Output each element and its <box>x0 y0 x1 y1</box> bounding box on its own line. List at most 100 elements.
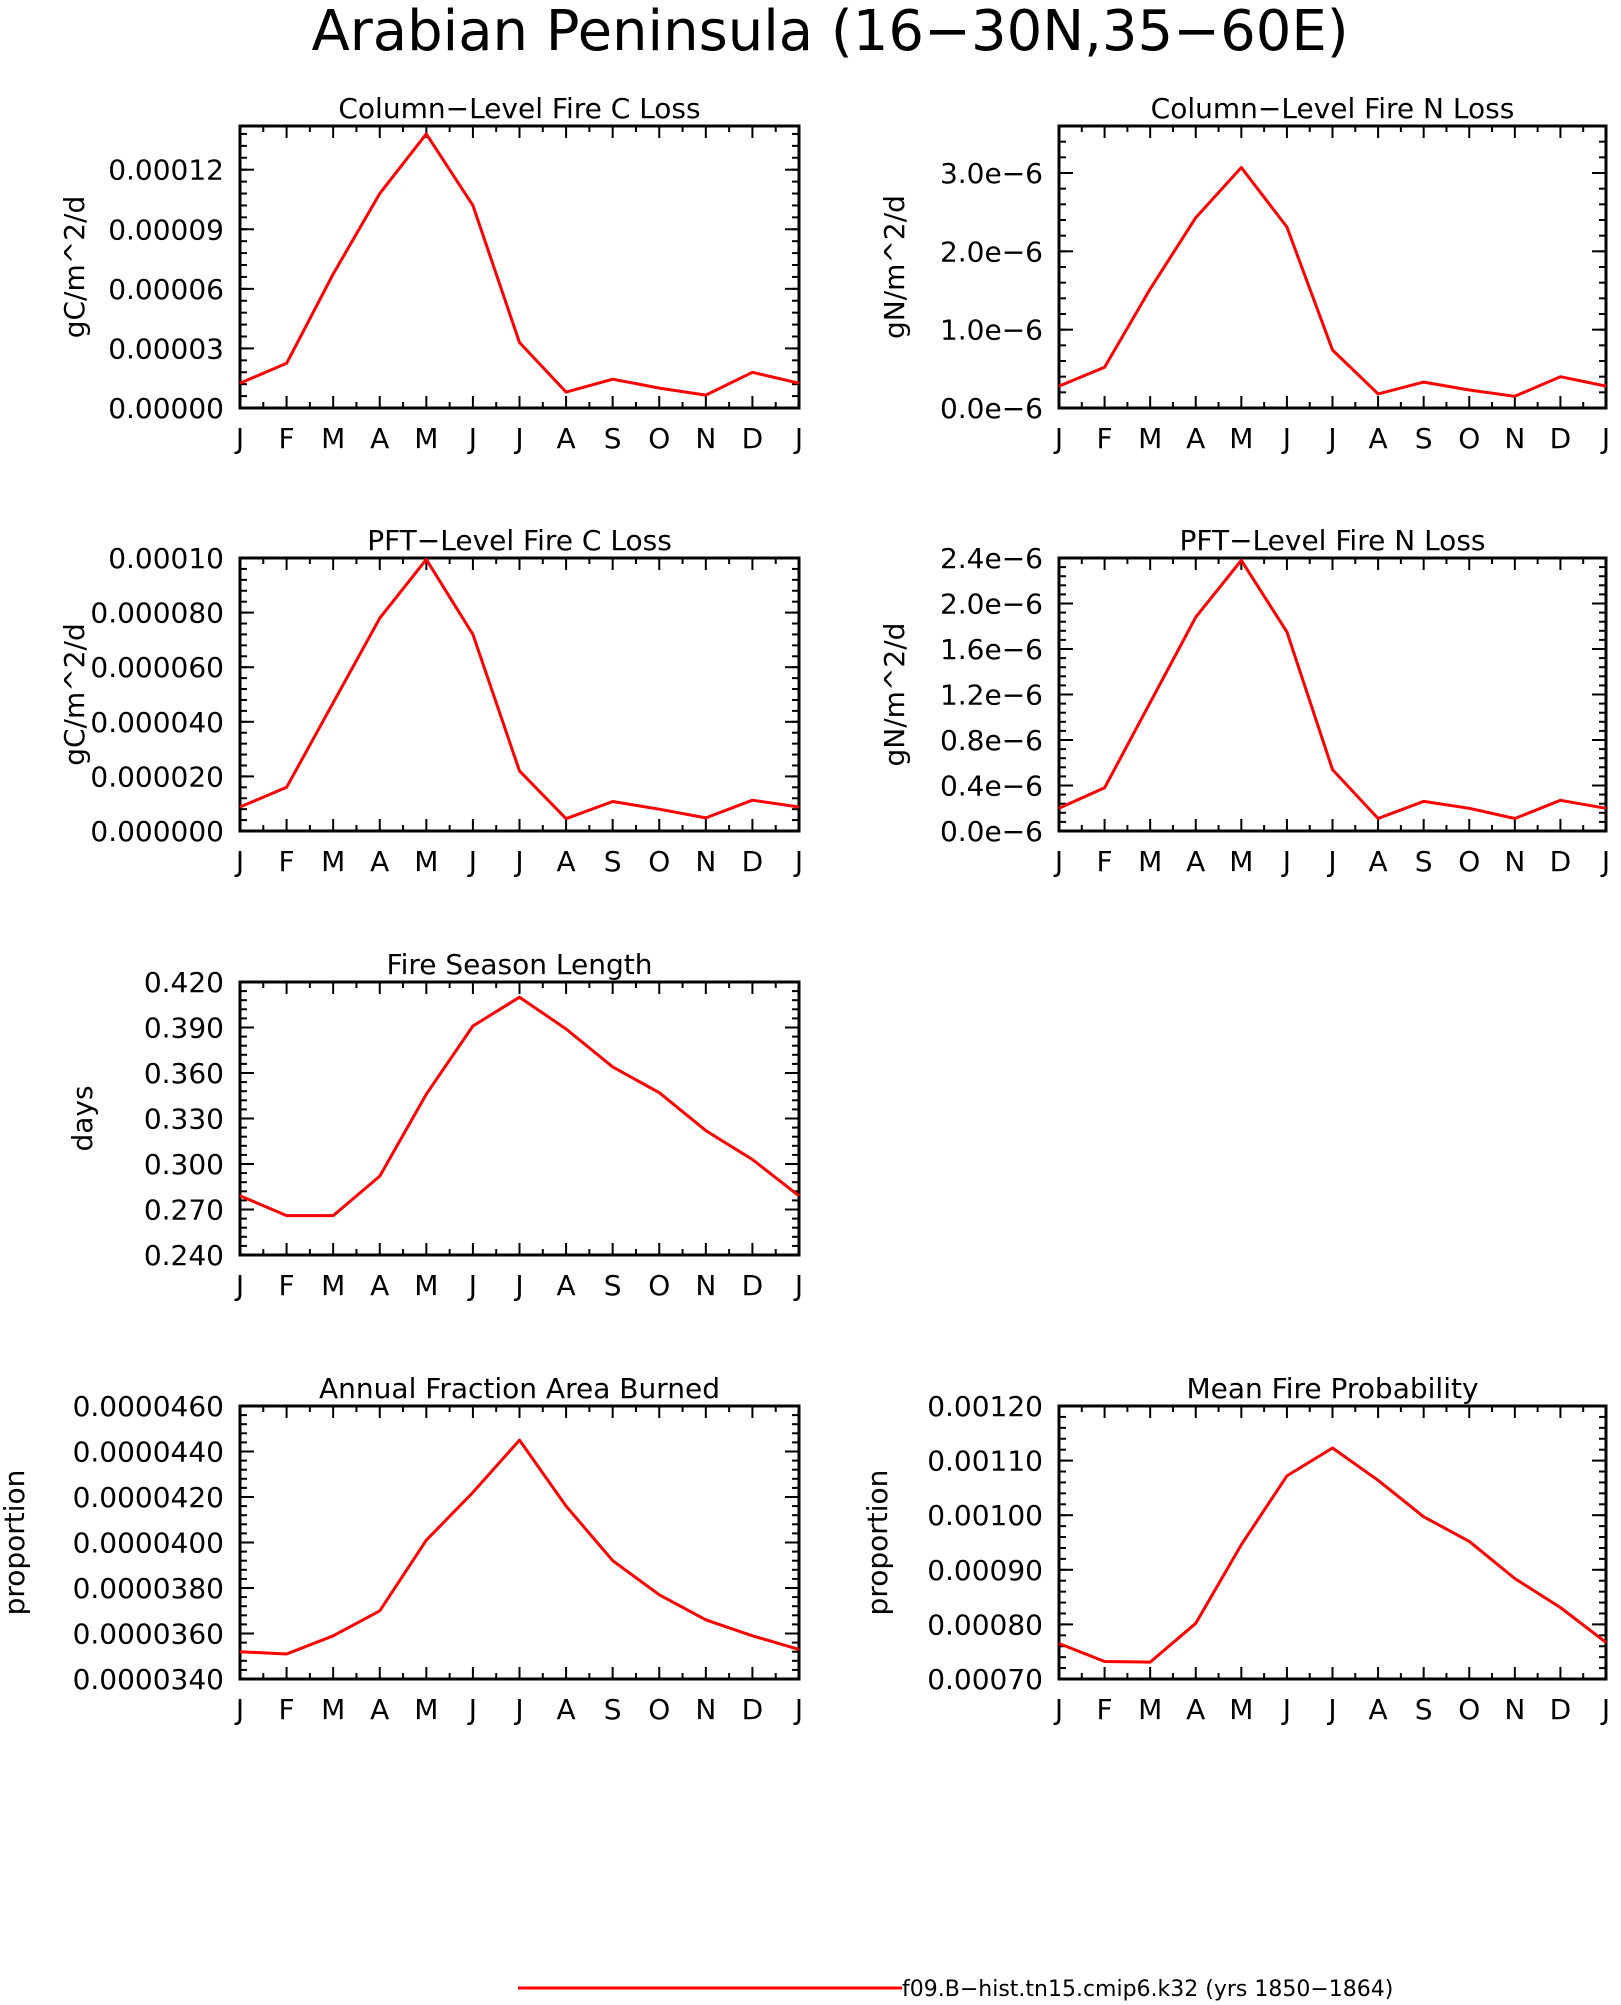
x-tick-label: M <box>414 422 438 455</box>
x-tick-label: S <box>604 1693 622 1726</box>
x-tick-label: J <box>793 1693 803 1726</box>
x-tick-label: J <box>1053 845 1063 878</box>
y-axis-label: gC/m^2/d <box>58 196 91 339</box>
x-tick-label: F <box>1097 422 1113 455</box>
panel-title: PFT−Level Fire N Loss <box>1179 524 1485 557</box>
y-tick-label: 0.00070 <box>927 1663 1043 1696</box>
y-tick-label: 0.00003 <box>108 332 224 365</box>
x-tick-label: J <box>513 1269 523 1302</box>
x-tick-label: A <box>557 845 576 878</box>
y-tick-label: 0.0e−6 <box>940 392 1043 425</box>
y-tick-label: 0.00110 <box>927 1445 1043 1478</box>
y-tick-label: 0.00010 <box>108 542 224 575</box>
x-tick-label: J <box>234 422 244 455</box>
x-tick-label: A <box>370 845 389 878</box>
legend-label: f09.B−hist.tn15.cmip6.k32 (yrs 1850−1864… <box>902 1977 1393 2002</box>
x-tick-label: N <box>695 422 716 455</box>
x-tick-label: A <box>557 1693 576 1726</box>
x-tick-label: S <box>1415 1693 1433 1726</box>
y-tick-label: 0.300 <box>144 1148 224 1181</box>
x-tick-label: M <box>1229 845 1253 878</box>
x-tick-label: M <box>1229 422 1253 455</box>
x-tick-label: D <box>742 1693 764 1726</box>
x-tick-label: M <box>1138 422 1162 455</box>
y-axis-label: gN/m^2/d <box>878 623 911 767</box>
x-tick-label: J <box>793 1269 803 1302</box>
x-tick-label: F <box>279 1269 295 1302</box>
y-tick-label: 0.00006 <box>108 273 224 306</box>
x-tick-label: O <box>648 422 670 455</box>
x-tick-label: A <box>1186 1693 1205 1726</box>
y-tick-label: 0.8e−6 <box>940 724 1043 757</box>
figure-title: Arabian Peninsula (16−30N,35−60E) <box>311 0 1348 64</box>
y-tick-label: 0.0000440 <box>73 1436 224 1469</box>
y-tick-label: 0.420 <box>144 966 224 999</box>
plot-frame <box>1057 556 1608 833</box>
x-tick-label: N <box>695 1693 716 1726</box>
panel-title: Annual Fraction Area Burned <box>319 1372 720 1405</box>
plot-frame <box>1057 124 1608 410</box>
x-tick-label: J <box>1326 422 1336 455</box>
pft-c-loss-series-line <box>239 557 800 821</box>
x-tick-label: F <box>279 1693 295 1726</box>
y-tick-label: 0.4e−6 <box>940 770 1043 803</box>
x-tick-label: F <box>279 845 295 878</box>
x-tick-label: F <box>1097 1693 1113 1726</box>
x-tick-label: O <box>648 845 670 878</box>
x-tick-label: M <box>321 845 345 878</box>
y-tick-label: 0.00090 <box>927 1554 1043 1587</box>
x-tick-label: A <box>557 1269 576 1302</box>
panel-title: Mean Fire Probability <box>1186 1372 1478 1405</box>
y-tick-label: 0.240 <box>144 1239 224 1272</box>
x-tick-label: M <box>414 1693 438 1726</box>
x-tick-label: J <box>513 1693 523 1726</box>
y-tick-label: 0.360 <box>144 1057 224 1090</box>
y-tick-label: 0.00100 <box>927 1499 1043 1532</box>
x-tick-label: J <box>1281 422 1291 455</box>
x-tick-label: N <box>1504 1693 1525 1726</box>
y-tick-label: 0.270 <box>144 1194 224 1227</box>
x-tick-label: J <box>793 845 803 878</box>
y-tick-label: 0.000060 <box>90 651 224 684</box>
x-tick-label: A <box>1369 422 1388 455</box>
y-tick-label: 0.390 <box>144 1012 224 1045</box>
y-tick-label: 0.330 <box>144 1103 224 1136</box>
pft-n-loss-series-line <box>1058 558 1607 820</box>
y-tick-label: 0.00120 <box>927 1390 1043 1423</box>
x-tick-label: J <box>234 1269 244 1302</box>
y-axis-label: proportion <box>0 1470 31 1616</box>
y-tick-label: 0.000000 <box>90 815 224 848</box>
y-tick-label: 0.0000420 <box>73 1481 224 1514</box>
y-tick-label: 3.0e−6 <box>940 157 1043 190</box>
mean-fire-probability-series-line <box>1058 1446 1607 1664</box>
x-tick-label: S <box>604 845 622 878</box>
x-tick-label: J <box>234 1693 244 1726</box>
y-tick-label: 0.00009 <box>108 213 224 246</box>
x-tick-label: J <box>467 845 477 878</box>
x-tick-label: M <box>1229 1693 1253 1726</box>
column-n-loss-series-line <box>1058 166 1607 398</box>
x-tick-label: J <box>1600 422 1610 455</box>
panel-title: PFT−Level Fire C Loss <box>367 524 672 557</box>
legend: f09.B−hist.tn15.cmip6.k32 (yrs 1850−1864… <box>518 1977 1393 2002</box>
x-tick-label: J <box>467 422 477 455</box>
y-tick-label: 0.0000340 <box>73 1663 224 1696</box>
x-tick-label: N <box>1504 845 1525 878</box>
y-tick-label: 0.0e−6 <box>940 815 1043 848</box>
panel-title: Column−Level Fire C Loss <box>338 92 700 125</box>
x-tick-label: J <box>1281 1693 1291 1726</box>
panel-title: Column−Level Fire N Loss <box>1151 92 1515 125</box>
y-tick-label: 0.000080 <box>90 597 224 630</box>
x-tick-label: F <box>279 422 295 455</box>
panel-title: Fire Season Length <box>387 948 653 981</box>
y-tick-label: 0.0000360 <box>73 1618 224 1651</box>
x-tick-label: O <box>1458 1693 1480 1726</box>
x-tick-label: S <box>1415 422 1433 455</box>
